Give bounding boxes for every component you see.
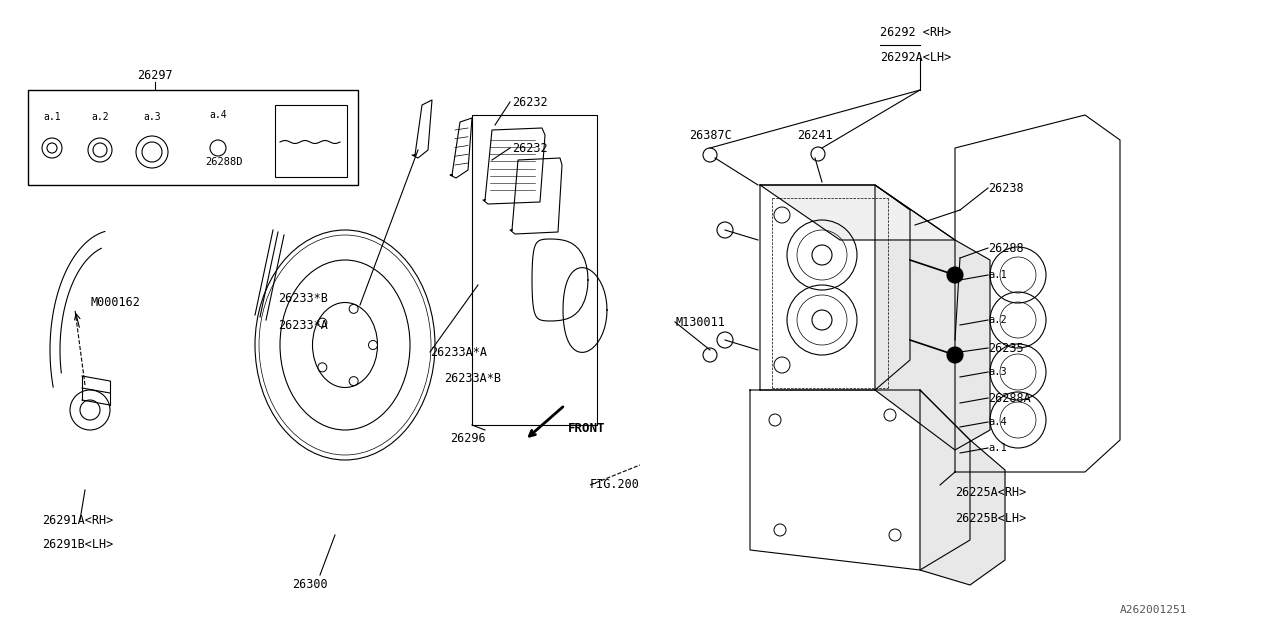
Text: a.2: a.2	[988, 315, 1007, 325]
Bar	[275, 105, 347, 177]
Text: a.1: a.1	[988, 443, 1007, 453]
Text: 26296: 26296	[451, 431, 485, 445]
Text: M130011: M130011	[675, 316, 724, 328]
Polygon shape	[760, 185, 955, 240]
Text: A262001251: A262001251	[1120, 605, 1188, 615]
Text: FRONT: FRONT	[568, 422, 605, 435]
Text: 26232: 26232	[512, 95, 548, 109]
Text: 26292A<LH>: 26292A<LH>	[881, 51, 951, 63]
Circle shape	[947, 347, 963, 363]
Text: 26387C: 26387C	[689, 129, 731, 142]
Text: 26225A<RH>: 26225A<RH>	[955, 486, 1027, 499]
Text: 26297: 26297	[137, 69, 173, 82]
Text: 26232: 26232	[512, 141, 548, 154]
Text: a.4: a.4	[988, 417, 1007, 427]
Text: a.3: a.3	[143, 112, 161, 122]
Text: 26300: 26300	[292, 579, 328, 591]
Text: 26288D: 26288D	[205, 157, 242, 167]
Text: 26225B<LH>: 26225B<LH>	[955, 511, 1027, 525]
Text: 26233*A: 26233*A	[278, 319, 328, 332]
Text: 26291B<LH>: 26291B<LH>	[42, 538, 113, 552]
Text: a.1: a.1	[44, 112, 61, 122]
Text: a.4: a.4	[209, 110, 227, 120]
Text: a.1: a.1	[988, 270, 1007, 280]
Text: 26292 <RH>: 26292 <RH>	[881, 26, 951, 38]
Bar	[472, 115, 596, 425]
Circle shape	[947, 267, 963, 283]
Text: M000162: M000162	[90, 296, 140, 308]
Text: a.2: a.2	[91, 112, 109, 122]
Polygon shape	[920, 390, 1005, 585]
Text: FIG.200: FIG.200	[590, 479, 640, 492]
Text: 26233A*B: 26233A*B	[444, 371, 500, 385]
Text: 26235: 26235	[988, 342, 1024, 355]
Text: 26233A*A: 26233A*A	[430, 346, 486, 358]
Text: 26233*B: 26233*B	[278, 291, 328, 305]
Ellipse shape	[259, 235, 431, 455]
Polygon shape	[876, 185, 989, 450]
Ellipse shape	[312, 303, 378, 387]
Ellipse shape	[280, 260, 410, 430]
Text: 26288: 26288	[988, 241, 1024, 255]
Text: 26291A<RH>: 26291A<RH>	[42, 513, 113, 527]
Bar	[28, 90, 358, 185]
Text: 26238: 26238	[988, 182, 1024, 195]
Text: 26241: 26241	[797, 129, 833, 142]
Text: a.3: a.3	[988, 367, 1007, 377]
Text: 26288A: 26288A	[988, 392, 1030, 404]
Ellipse shape	[255, 230, 435, 460]
